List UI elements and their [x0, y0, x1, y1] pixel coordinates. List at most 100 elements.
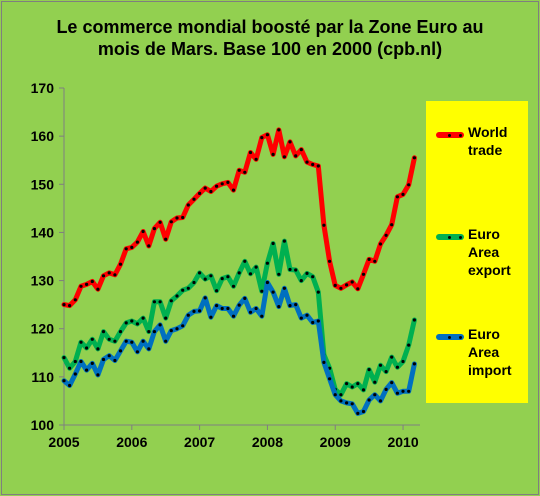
data-point-euro-area-import [378, 399, 383, 403]
data-point-euro-area-export [130, 319, 134, 323]
data-point-euro-area-export [147, 330, 151, 334]
data-point-euro-area-import [294, 303, 298, 307]
data-point-world-trade [147, 244, 151, 248]
data-point-world-trade [186, 203, 190, 207]
data-point-euro-area-import [316, 319, 320, 323]
data-point-euro-area-export [350, 385, 354, 389]
data-point-world-trade [113, 273, 117, 277]
chart-title-line-2: mois de Mars. Base 100 en 2000 (cpb.nl) [97, 39, 443, 59]
data-point-euro-area-import [345, 401, 349, 405]
data-point-euro-area-export [311, 275, 315, 279]
data-point-euro-area-import [390, 381, 394, 385]
legend-label-euro-area-import: Euro Area import [468, 326, 512, 378]
data-point-euro-area-import [79, 359, 83, 364]
data-point-euro-area-export [158, 300, 162, 304]
data-point-euro-area-import [401, 389, 405, 393]
data-point-world-trade [243, 170, 247, 174]
data-point-world-trade [79, 284, 83, 288]
data-point-euro-area-export [378, 363, 383, 367]
data-point-world-trade [384, 233, 388, 237]
data-point-euro-area-export [390, 355, 394, 359]
legend-label-euro-area-export: Euro Area export [468, 226, 511, 278]
data-point-world-trade [333, 283, 337, 287]
data-point-world-trade [345, 283, 349, 287]
data-point-world-trade [305, 160, 309, 164]
legend-swatch-euro-area-import [436, 334, 464, 340]
data-point-world-trade [401, 192, 405, 196]
data-point-euro-area-import [130, 340, 134, 344]
data-point-world-trade [203, 186, 207, 190]
data-point-euro-area-import [96, 373, 100, 377]
series-group [61, 127, 417, 416]
data-point-euro-area-import [220, 306, 224, 311]
data-point-euro-area-import [384, 387, 388, 391]
data-point-euro-area-import [356, 411, 360, 415]
data-point-world-trade [68, 304, 72, 308]
data-point-euro-area-export [237, 271, 241, 275]
data-point-euro-area-import [277, 305, 281, 309]
x-tick-label: 2007 [184, 434, 215, 450]
data-point-euro-area-import [237, 303, 241, 307]
data-point-euro-area-import [299, 316, 303, 320]
axes [59, 87, 420, 430]
legend-swatch-euro-area-export [436, 234, 464, 240]
data-point-euro-area-import [373, 393, 377, 397]
data-point-euro-area-export [101, 330, 106, 334]
data-point-euro-area-export [181, 288, 185, 292]
y-tick-label: 120 [31, 321, 55, 337]
data-point-world-trade [248, 150, 253, 155]
y-tick-label: 130 [31, 273, 55, 289]
data-point-euro-area-export [85, 346, 89, 350]
data-point-world-trade [237, 168, 241, 172]
x-tick-label: 2006 [116, 434, 147, 450]
data-point-world-trade [395, 195, 399, 199]
y-tick-label: 150 [31, 176, 55, 192]
data-point-world-trade [130, 245, 134, 249]
data-point-euro-area-export [231, 284, 236, 288]
y-tick-label: 100 [31, 417, 55, 433]
data-point-euro-area-export [305, 271, 309, 275]
data-point-world-trade [124, 247, 128, 251]
data-point-euro-area-import [192, 309, 196, 313]
legend-swatch-world-trade [436, 132, 464, 138]
data-point-euro-area-import [62, 379, 66, 383]
data-point-euro-area-export [198, 271, 202, 275]
data-point-euro-area-import [254, 306, 258, 311]
data-point-euro-area-export [209, 274, 213, 278]
data-point-euro-area-export [118, 330, 123, 334]
data-point-world-trade [101, 274, 106, 278]
data-point-euro-area-import [164, 339, 168, 343]
data-point-world-trade [175, 216, 179, 220]
data-point-world-trade [152, 227, 156, 231]
data-point-euro-area-export [79, 340, 83, 344]
data-point-euro-area-import [147, 347, 151, 351]
data-point-euro-area-import [395, 391, 399, 395]
data-point-euro-area-import [226, 306, 230, 311]
data-point-world-trade [328, 259, 332, 263]
data-point-euro-area-export [248, 272, 253, 276]
data-point-world-trade [90, 279, 94, 284]
data-point-euro-area-export [254, 265, 258, 269]
data-point-euro-area-export [135, 322, 139, 326]
data-point-world-trade [412, 156, 416, 160]
data-point-world-trade [299, 148, 303, 152]
data-point-world-trade [192, 197, 196, 201]
data-point-euro-area-export [299, 279, 303, 283]
data-point-world-trade [209, 189, 213, 194]
data-point-world-trade [260, 136, 264, 140]
data-point-world-trade [96, 287, 100, 291]
data-point-world-trade [231, 188, 236, 192]
data-point-euro-area-export [277, 272, 281, 276]
data-point-euro-area-export [282, 239, 286, 243]
data-point-euro-area-export [68, 366, 72, 370]
data-point-euro-area-export [203, 277, 207, 281]
data-point-world-trade [361, 272, 366, 276]
data-point-world-trade [373, 259, 377, 263]
data-point-euro-area-import [152, 330, 156, 334]
data-point-euro-area-import [231, 314, 236, 318]
data-point-world-trade [226, 180, 230, 184]
data-point-euro-area-export [164, 316, 168, 320]
data-point-world-trade [339, 286, 343, 290]
data-point-world-trade [198, 191, 202, 195]
